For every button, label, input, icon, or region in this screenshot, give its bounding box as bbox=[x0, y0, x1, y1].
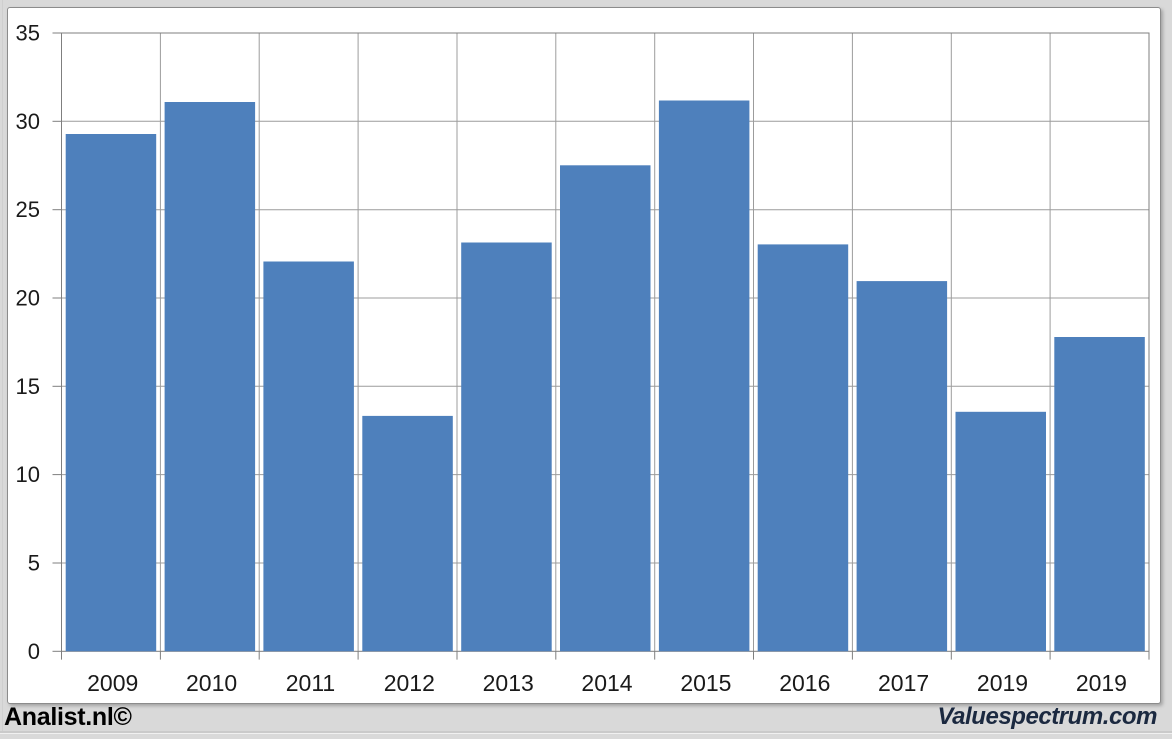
svg-text:2019: 2019 bbox=[1076, 670, 1127, 696]
svg-text:5: 5 bbox=[28, 551, 40, 576]
svg-text:2012: 2012 bbox=[384, 670, 435, 696]
svg-text:2009: 2009 bbox=[87, 670, 138, 696]
svg-text:2010: 2010 bbox=[186, 670, 237, 696]
svg-text:2013: 2013 bbox=[483, 670, 534, 696]
svg-text:2014: 2014 bbox=[581, 670, 632, 696]
svg-text:20: 20 bbox=[16, 286, 40, 311]
svg-text:2019: 2019 bbox=[977, 670, 1028, 696]
svg-text:35: 35 bbox=[16, 21, 40, 46]
svg-text:25: 25 bbox=[16, 197, 40, 222]
svg-text:30: 30 bbox=[16, 109, 40, 134]
svg-text:15: 15 bbox=[16, 374, 40, 399]
svg-text:2017: 2017 bbox=[878, 670, 929, 696]
svg-text:10: 10 bbox=[16, 462, 40, 487]
svg-text:2015: 2015 bbox=[680, 670, 731, 696]
svg-text:0: 0 bbox=[28, 639, 40, 664]
svg-text:2016: 2016 bbox=[779, 670, 830, 696]
svg-text:2011: 2011 bbox=[286, 670, 335, 696]
